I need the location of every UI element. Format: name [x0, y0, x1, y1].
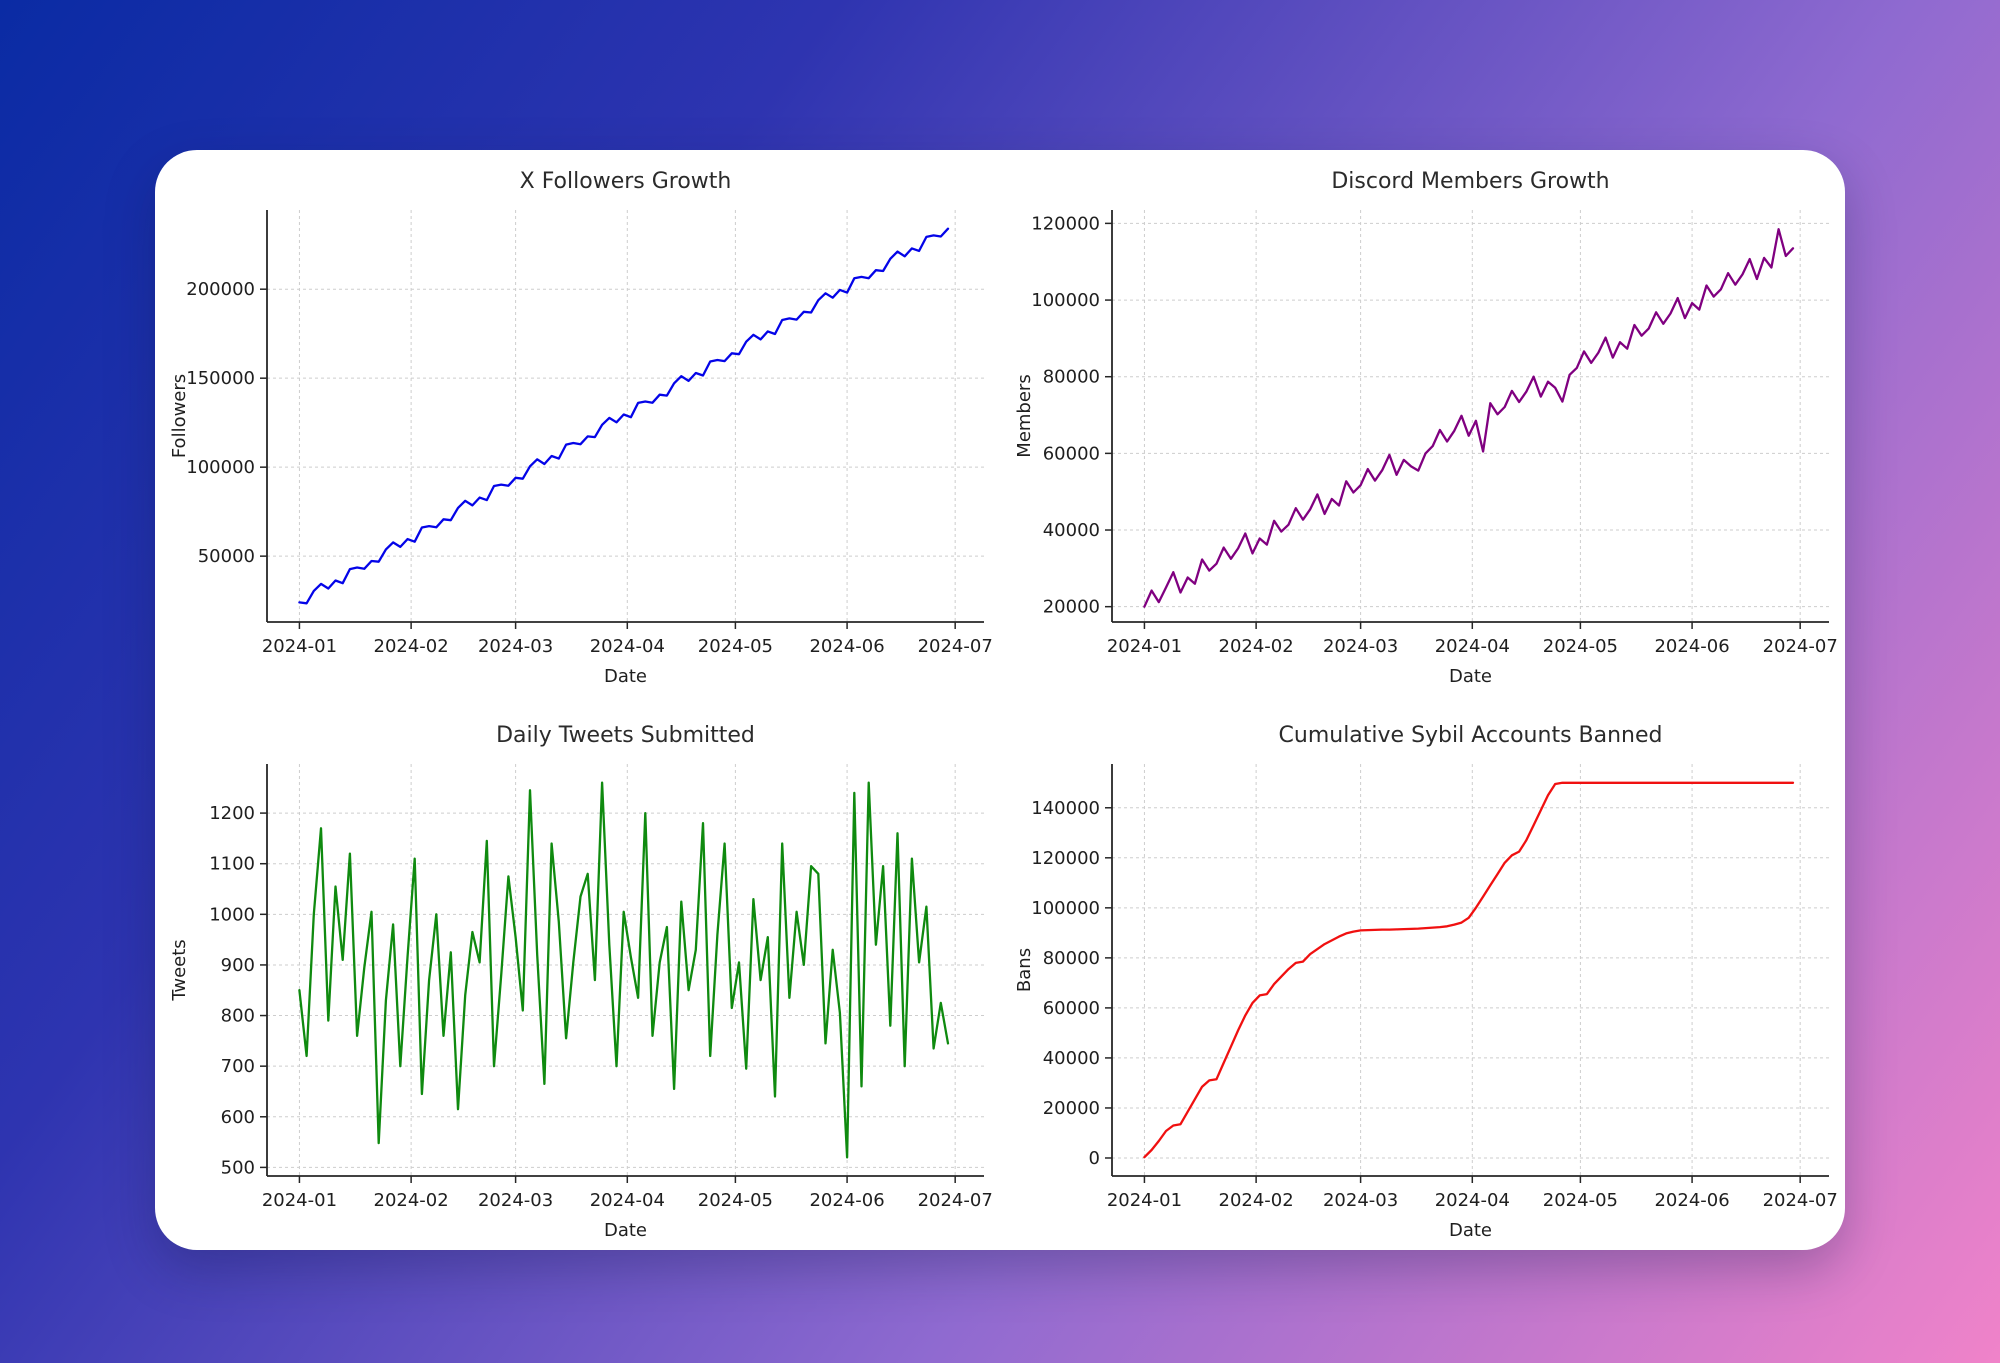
- y-tick-label: 0: [1089, 1148, 1100, 1169]
- data-line: [298, 781, 950, 1159]
- y-tick-label: 900: [221, 955, 255, 976]
- dashboard-card: 2024-01 2024-02 2024-03 2024-04 2024-05 2024-…: [155, 150, 1845, 1250]
- x-tick-label: 2024-04: [590, 1190, 665, 1211]
- discord-members-chart: 2024-01 2024-02 2024-03 2024-04 2024-05 2024-…: [1000, 150, 1845, 704]
- x-tick-label: 2024-03: [1323, 636, 1398, 657]
- y-tick-label: 600: [221, 1107, 255, 1128]
- x-tick-label: 2024-05: [698, 636, 773, 657]
- x-tick-label: 2024-06: [1654, 1190, 1729, 1211]
- x-axis-label: Date: [1449, 1220, 1492, 1241]
- data-line: [1143, 781, 1795, 1159]
- x-tick-label: 2024-03: [478, 636, 553, 657]
- y-tick-label: 60000: [1043, 998, 1100, 1019]
- y-tick-label: 20000: [1043, 597, 1100, 618]
- x-tick-label: 2024-02: [374, 1190, 449, 1211]
- y-tick-label: 120000: [1031, 213, 1100, 234]
- y-tick-label: 120000: [1031, 848, 1100, 869]
- y-tick-label: 1000: [209, 904, 255, 925]
- sybil-bans-plot: 2024-01 2024-02 2024-03 2024-04 2024-05 2024-…: [1014, 723, 1838, 1241]
- x-followers-chart: 2024-01 2024-02 2024-03 2024-04 2024-05 2024-…: [155, 150, 1000, 704]
- y-tick-label: 40000: [1043, 520, 1100, 541]
- daily-tweets-chart: 2024-01 2024-02 2024-03 2024-04 2024-05 2024-…: [155, 704, 1000, 1250]
- y-axis-label: Tweets: [169, 939, 190, 1001]
- x-tick-label: 2024-04: [1435, 636, 1510, 657]
- y-tick-label: 60000: [1043, 443, 1100, 464]
- x-tick-label: 2024-04: [590, 636, 665, 657]
- x-tick-label: 2024-01: [262, 1190, 337, 1211]
- data-line: [298, 227, 950, 605]
- y-tick-label: 700: [221, 1056, 255, 1077]
- y-tick-label: 1200: [209, 803, 255, 824]
- chart-title: X Followers Growth: [520, 169, 732, 194]
- x-tick-label: 2024-06: [809, 636, 884, 657]
- x-tick-label: 2024-03: [478, 1190, 553, 1211]
- x-tick-label: 2024-06: [1654, 636, 1729, 657]
- x-tick-label: 2024-07: [918, 1190, 993, 1211]
- chart-title: Discord Members Growth: [1331, 169, 1609, 194]
- x-tick-label: 2024-02: [1219, 1190, 1294, 1211]
- x-axis-label: Date: [604, 1220, 647, 1241]
- x-tick-label: 2024-06: [809, 1190, 884, 1211]
- chart-title: Cumulative Sybil Accounts Banned: [1279, 723, 1663, 748]
- y-axis-label: Members: [1014, 374, 1035, 457]
- y-tick-label: 50000: [198, 546, 255, 567]
- y-tick-label: 80000: [1043, 948, 1100, 969]
- sybil-bans-chart: 2024-01 2024-02 2024-03 2024-04 2024-05 2024-…: [1000, 704, 1845, 1250]
- y-tick-label: 20000: [1043, 1098, 1100, 1119]
- y-tick-label: 100000: [186, 457, 255, 478]
- y-tick-label: 1100: [209, 854, 255, 875]
- x-tick-label: 2024-07: [1763, 1190, 1838, 1211]
- x-tick-label: 2024-01: [1107, 1190, 1182, 1211]
- x-tick-label: 2024-05: [698, 1190, 773, 1211]
- y-axis-label: Bans: [1014, 948, 1035, 992]
- daily-tweets-plot: 2024-01 2024-02 2024-03 2024-04 2024-05 2024-…: [169, 723, 993, 1241]
- x-tick-label: 2024-02: [374, 636, 449, 657]
- y-tick-label: 100000: [1031, 898, 1100, 919]
- x-followers-plot: 2024-01 2024-02 2024-03 2024-04 2024-05 2024-…: [169, 169, 993, 687]
- discord-members-plot: 2024-01 2024-02 2024-03 2024-04 2024-05 2024-…: [1014, 169, 1838, 687]
- x-tick-label: 2024-05: [1543, 636, 1618, 657]
- x-tick-label: 2024-04: [1435, 1190, 1510, 1211]
- x-tick-label: 2024-05: [1543, 1190, 1618, 1211]
- y-tick-label: 150000: [186, 368, 255, 389]
- x-tick-label: 2024-02: [1219, 636, 1294, 657]
- y-tick-label: 140000: [1031, 798, 1100, 819]
- y-tick-label: 40000: [1043, 1048, 1100, 1069]
- x-tick-label: 2024-01: [1107, 636, 1182, 657]
- y-tick-label: 100000: [1031, 290, 1100, 311]
- y-axis-label: Followers: [169, 374, 190, 458]
- y-tick-label: 800: [221, 1006, 255, 1027]
- x-tick-label: 2024-01: [262, 636, 337, 657]
- y-tick-label: 80000: [1043, 367, 1100, 388]
- x-axis-label: Date: [604, 666, 647, 687]
- x-axis-label: Date: [1449, 666, 1492, 687]
- chart-title: Daily Tweets Submitted: [496, 723, 755, 748]
- data-line: [1143, 228, 1795, 608]
- x-tick-label: 2024-07: [918, 636, 993, 657]
- x-tick-label: 2024-07: [1763, 636, 1838, 657]
- x-tick-label: 2024-03: [1323, 1190, 1398, 1211]
- y-tick-label: 500: [221, 1157, 255, 1178]
- y-tick-label: 200000: [186, 279, 255, 300]
